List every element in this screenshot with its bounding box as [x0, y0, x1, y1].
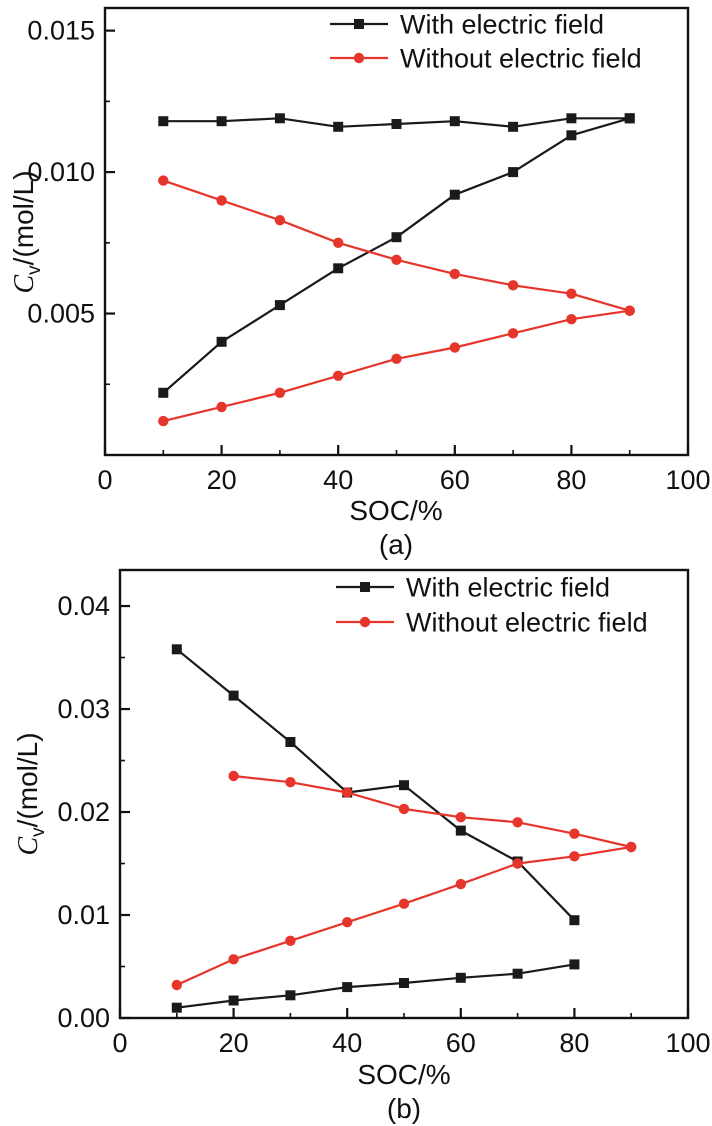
y-axis-label-a: Cv/(mol/L): [8, 170, 46, 293]
y-axis-label-b-symbol: C: [13, 836, 45, 856]
chart-a-plot: 0 20 40 60 80 100 0.005 0.010 0.015 With electric…: [27, 6, 711, 495]
svg-text:Without electric field: Without electric field: [400, 44, 642, 74]
y-axis-label-a-subscript: v: [23, 265, 45, 275]
svg-text:With electric field: With electric field: [406, 573, 610, 603]
svg-text:0: 0: [97, 465, 112, 495]
x-axis-label-b: SOC/%: [357, 1059, 451, 1090]
svg-text:Without electric field: Without electric field: [406, 608, 648, 638]
svg-text:20: 20: [219, 1028, 249, 1058]
svg-text:100: 100: [665, 465, 710, 495]
svg-text:80: 80: [559, 1028, 589, 1058]
chart-b-figure: 0 20 40 60 80 100 0.00 0.01 0.02 0.03 0.04 With ele…: [0, 563, 712, 1126]
svg-text:0.01: 0.01: [57, 900, 110, 930]
svg-text:With electric field: With electric field: [400, 10, 604, 40]
svg-text:0.03: 0.03: [57, 694, 110, 724]
chart-b-plot: 0 20 40 60 80 100 0.00 0.01 0.02 0.03 0.04 With ele…: [57, 568, 711, 1058]
chart-caption-a: (a): [378, 529, 414, 560]
svg-text:0.005: 0.005: [27, 299, 95, 329]
chart-caption-b: (b): [386, 1093, 422, 1124]
svg-text:100: 100: [665, 1028, 710, 1058]
y-axis-label-b-unit: /(mol/L): [12, 732, 44, 828]
svg-text:0.02: 0.02: [57, 797, 110, 827]
svg-text:80: 80: [556, 465, 586, 495]
y-axis-label-b: Cv/(mol/L): [12, 732, 50, 855]
svg-text:60: 60: [446, 1028, 476, 1058]
svg-text:40: 40: [323, 465, 353, 495]
svg-text:20: 20: [207, 465, 237, 495]
svg-text:0.015: 0.015: [27, 16, 95, 46]
svg-text:0.04: 0.04: [57, 591, 110, 621]
chart-a-figure: 0 20 40 60 80 100 0.005 0.010 0.015 With electric…: [8, 6, 711, 560]
svg-text:40: 40: [332, 1028, 362, 1058]
x-axis-label-a: SOC/%: [349, 495, 443, 526]
y-axis-label-a-symbol: C: [9, 274, 41, 294]
svg-text:60: 60: [440, 465, 470, 495]
svg-text:0: 0: [112, 1028, 127, 1058]
svg-text:0.010: 0.010: [27, 157, 95, 187]
y-axis-label-a-unit: /(mol/L): [8, 170, 40, 266]
y-axis-label-b-subscript: v: [27, 827, 49, 837]
svg-text:0.00: 0.00: [57, 1003, 110, 1033]
